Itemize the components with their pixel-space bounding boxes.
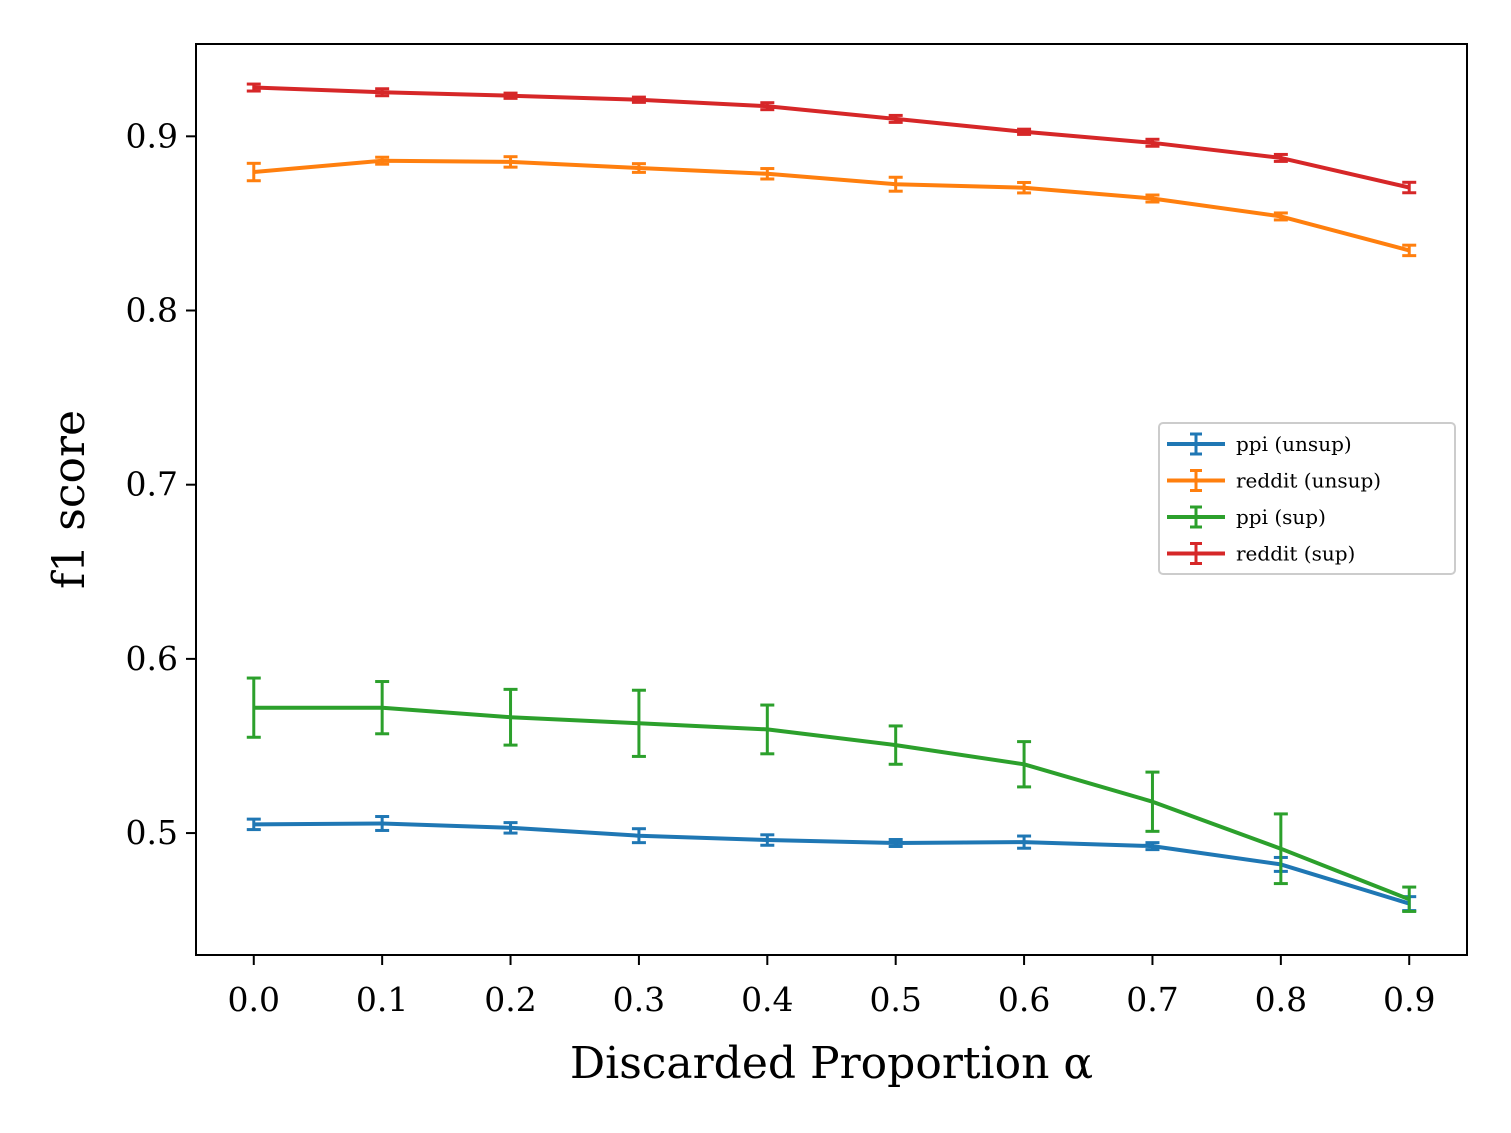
error-bar [375,155,390,166]
error-bar [503,821,518,835]
series-line [253,705,1410,902]
series-reddit-unsup [246,155,1417,258]
y-tick-label: 0.6 [126,639,178,678]
plot-frame [195,43,1468,956]
legend-item: reddit (unsup) [1167,469,1381,493]
legend-box [1158,422,1456,575]
error-bar [631,162,646,174]
x-tick-label: 0.2 [484,980,536,1019]
error-bar [631,95,646,104]
legend-item: reddit (sup) [1167,542,1355,566]
legend-label: reddit (unsup) [1236,469,1381,493]
x-tick-label: 0.4 [741,980,793,1019]
error-bar [1145,137,1160,148]
error-bar [246,161,261,183]
error-bar [1145,841,1160,852]
legend-label: ppi (unsup) [1236,432,1352,456]
error-bar [888,838,903,848]
error-bar [760,833,775,847]
error-bar [375,87,390,98]
series-line [253,85,1410,190]
x-axis-label: Discarded Proportion α [570,1038,1093,1089]
legend: ppi (unsup) reddit (unsup) ppi (sup) reddit… [1158,422,1456,575]
error-bar [1273,812,1288,886]
error-bar [1017,127,1032,136]
error-bar [1402,885,1417,913]
x-tick-label: 0.0 [228,980,280,1019]
error-bar [246,82,261,93]
error-bar [503,155,518,169]
series-ppi-unsup [246,815,1417,913]
error-bar [888,724,903,766]
y-tick-label: 0.9 [126,116,178,155]
error-bar [631,688,646,758]
legend-label: ppi (sup) [1236,505,1326,529]
error-bar [246,676,261,739]
error-bar [1145,770,1160,833]
error-bar [1017,180,1032,195]
series-ppi-sup [246,676,1417,913]
y-tick-label: 0.5 [126,813,178,852]
error-bar [375,815,390,832]
x-tick-label: 0.7 [1126,980,1178,1019]
y-tick-label: 0.7 [126,465,178,504]
error-bar [1017,740,1032,789]
legend-item: ppi (unsup) [1167,432,1352,456]
error-bar [1273,211,1288,222]
error-bar [503,687,518,747]
error-bar [1145,193,1160,204]
x-axis: 0.0 0.1 0.2 0.3 0.4 0.5 0.6 0.7 0.8 0.9 [228,955,1435,1019]
legend-item: ppi (sup) [1167,505,1326,529]
error-bar [375,680,390,736]
series-line [253,821,1410,906]
x-tick-label: 0.5 [869,980,921,1019]
error-bar [631,827,646,845]
y-axis-label: f1 score [44,410,95,589]
y-axis: 0.5 0.6 0.7 0.8 0.9 [126,116,196,852]
error-bar [760,167,775,181]
error-bar [760,101,775,112]
series-line [253,158,1410,253]
error-bar [503,91,518,100]
error-bar [1402,180,1417,195]
error-bar [1017,834,1032,850]
x-tick-label: 0.1 [356,980,408,1019]
series-reddit-sup [246,82,1417,195]
error-bar [246,817,261,832]
error-bar [1402,243,1417,258]
error-bar [760,703,775,756]
y-tick-label: 0.8 [126,291,178,330]
legend-label: reddit (sup) [1236,542,1355,566]
error-bar [1273,152,1288,163]
x-tick-label: 0.3 [613,980,665,1019]
x-tick-label: 0.8 [1255,980,1307,1019]
x-tick-label: 0.9 [1383,980,1435,1019]
series-layer [246,82,1417,913]
error-bar [888,113,903,124]
error-bar [888,175,903,193]
x-tick-label: 0.6 [998,980,1050,1019]
